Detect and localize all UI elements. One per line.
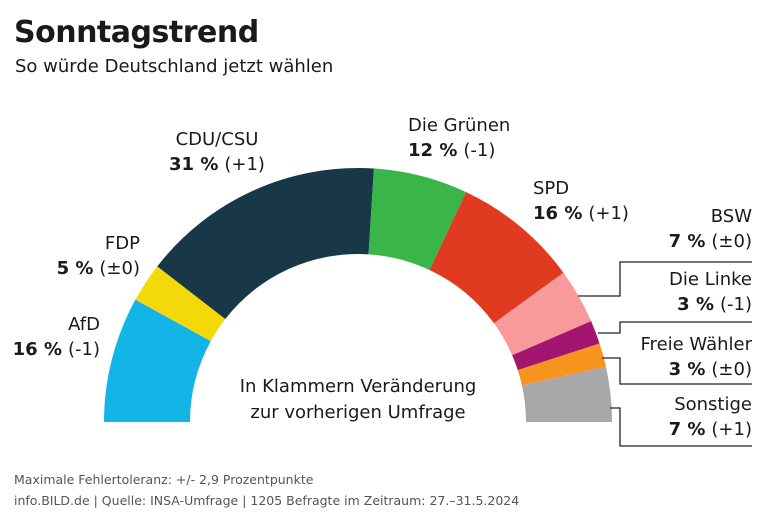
change-label: (-1) xyxy=(720,294,752,315)
value-label: 31 % xyxy=(169,154,218,175)
segment-value: 7 % (±0) xyxy=(669,231,752,252)
segment-name: CDU/CSU xyxy=(176,129,259,150)
segment-name: FDP xyxy=(105,233,140,254)
chart-subtitle: So würde Deutschland jetzt wählen xyxy=(15,56,333,77)
footer: Maximale Fehlertoleranz: +/- 2,9 Prozent… xyxy=(14,472,314,487)
chart-title: Sonntagstrend xyxy=(14,15,259,50)
value-label: 16 % xyxy=(13,339,62,360)
value-label: 3 % xyxy=(677,294,714,315)
annotation: In Klammern Veränderung xyxy=(240,376,477,397)
change-label: (±0) xyxy=(711,359,752,380)
segment xyxy=(157,167,374,320)
segment-value: 12 % (-1) xyxy=(408,140,495,161)
segment xyxy=(512,321,600,371)
segment xyxy=(368,168,467,270)
segment-value: 5 % (±0) xyxy=(57,258,140,279)
segment-name: AfD xyxy=(68,314,100,335)
segment-name: Die Grünen xyxy=(408,115,510,136)
value-label: 12 % xyxy=(408,140,457,161)
annotation: zur vorherigen Umfrage xyxy=(250,402,465,423)
segment-name: SPD xyxy=(533,178,569,199)
segment xyxy=(517,343,606,386)
value-label: 3 % xyxy=(669,359,706,380)
segment xyxy=(429,192,564,324)
segment-value: 31 % (+1) xyxy=(169,154,265,175)
change-label: (+1) xyxy=(711,419,752,440)
segment xyxy=(104,299,211,422)
change-label: (+1) xyxy=(588,203,629,224)
segment-value: 7 % (+1) xyxy=(669,419,752,440)
change-label: (+1) xyxy=(224,154,265,175)
segment-value: 16 % (+1) xyxy=(533,203,629,224)
change-label: (-1) xyxy=(463,140,495,161)
change-label: (±0) xyxy=(711,231,752,252)
segment-value: 3 % (-1) xyxy=(677,294,752,315)
leader-line xyxy=(578,261,752,297)
segment xyxy=(135,266,226,342)
change-label: (-1) xyxy=(68,339,100,360)
leader-line xyxy=(602,357,752,385)
value-label: 16 % xyxy=(533,203,582,224)
segment-value: 3 % (±0) xyxy=(669,359,752,380)
segment-name: Sonstige xyxy=(674,394,752,415)
segment-name: Die Linke xyxy=(669,269,752,290)
leader-line xyxy=(598,321,752,334)
value-label: 7 % xyxy=(669,231,706,252)
leader-line xyxy=(610,407,752,447)
segment-name: Freie Wähler xyxy=(641,334,753,355)
segment-value: 16 % (-1) xyxy=(13,339,100,360)
segment xyxy=(521,366,612,422)
footer: info.BILD.de | Quelle: INSA-Umfrage | 12… xyxy=(14,493,519,508)
value-label: 7 % xyxy=(669,419,706,440)
segment-name: BSW xyxy=(711,206,752,227)
segment xyxy=(493,272,592,356)
value-label: 5 % xyxy=(57,258,94,279)
change-label: (±0) xyxy=(99,258,140,279)
